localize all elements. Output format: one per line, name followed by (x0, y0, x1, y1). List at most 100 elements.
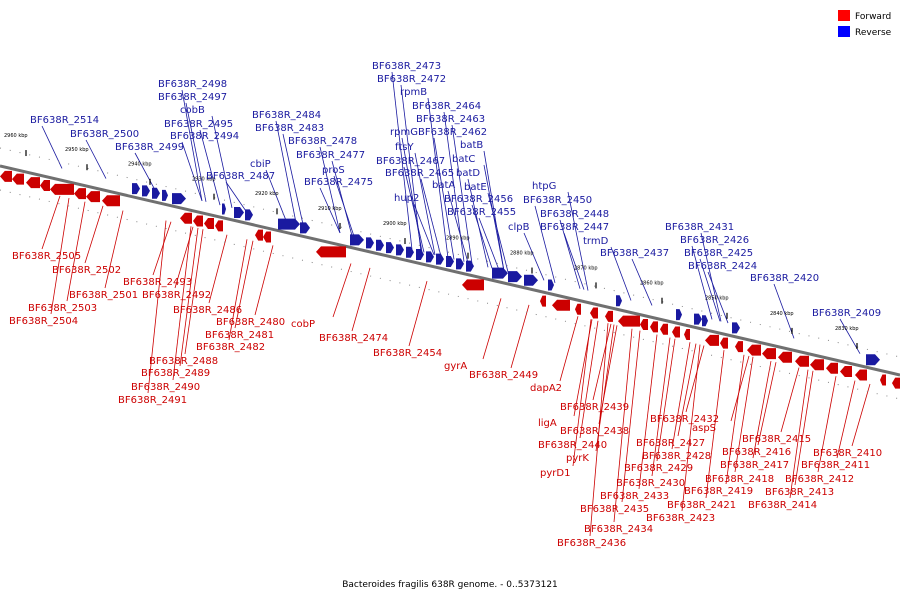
reverse-label-connector (420, 178, 442, 257)
forward-label-connector (351, 267, 371, 332)
forward-label-connector (638, 334, 658, 490)
forward-gene-label: BF638R_2415 (742, 434, 811, 445)
reverse-gene-label: BF638R_2498 (158, 79, 227, 90)
kbp-tick-label: 2890 kbp (446, 236, 470, 242)
reverse-gene-label: BF638R_2478 (288, 136, 357, 147)
reverse-gene-label: BF638R_2477 (296, 150, 365, 161)
forward-gene-label: BF638R_2492 (142, 290, 211, 301)
reverse-gene-label: BF638R_2499 (115, 142, 184, 153)
reverse-gene-label: BF638R_2456 (444, 194, 513, 205)
reverse-label-connector (414, 152, 436, 256)
reverse-gene-label: BF638R_2495 (164, 119, 233, 130)
reverse-gene-label: BF638R_2497 (158, 92, 227, 103)
forward-label-connector (757, 362, 777, 446)
reverse-gene-label: hup2 (394, 193, 419, 204)
forward-gene-label: BF638R_2413 (765, 487, 834, 498)
reverse-label-connector (85, 139, 107, 179)
forward-label-connector (50, 197, 70, 315)
reverse-gene-label: BF638R_2409 (812, 308, 881, 319)
forward-label-connector (482, 298, 502, 360)
reverse-gene-label: BF638R_2455 (447, 207, 516, 218)
reverse-gene-label: BF638R_2483 (255, 123, 324, 134)
legend-reverse-swatch (838, 26, 850, 37)
forward-gene-label: BF638R_2480 (216, 317, 285, 328)
forward-gene-label: BF638R_2438 (560, 426, 629, 437)
forward-gene-arrow (180, 212, 192, 224)
reverse-label-connector (433, 137, 455, 260)
forward-gene-label: BF638R_2419 (684, 486, 753, 497)
legend-forward-swatch (838, 10, 850, 21)
reverse-label-connector (559, 219, 581, 289)
reverse-label-connector (319, 146, 341, 234)
forward-gene-arrow (40, 179, 50, 191)
reverse-gene-arrow (446, 256, 454, 267)
reverse-label-connector (265, 169, 287, 221)
legend-forward-label: Forward (855, 12, 891, 22)
reverse-label-connector (403, 166, 425, 253)
reverse-gene-label: BF638R_2437 (600, 248, 669, 259)
forward-gene-arrow (575, 303, 581, 315)
kbp-tick-label: 2910 kbp (318, 206, 342, 212)
forward-label-connector (147, 220, 167, 394)
reverse-gene-label: htpG (532, 181, 556, 192)
kbp-tick-label: 2830 kbp (835, 326, 859, 332)
forward-gene-arrow (826, 362, 838, 374)
forward-gene-arrow (316, 246, 346, 258)
forward-gene-arrow (795, 355, 809, 367)
forward-gene-arrow (778, 351, 792, 363)
forward-gene-label: gyrA (444, 361, 467, 372)
genome-backbone (0, 164, 900, 377)
reverse-gene-label: batE (464, 182, 487, 193)
forward-gene-label: BF638R_2416 (722, 447, 791, 458)
forward-gene-label: BF638R_2430 (616, 478, 685, 489)
reverse-gene-arrow (866, 354, 880, 366)
forward-gene-arrow (672, 326, 680, 338)
reverse-label-connector (691, 245, 713, 320)
forward-gene-arrow (618, 315, 640, 327)
reverse-gene-arrow (416, 249, 424, 261)
reverse-gene-label: BF638R_2426 (680, 235, 749, 246)
reverse-gene-arrow (548, 279, 554, 291)
forward-label-connector (228, 239, 248, 341)
reverse-gene-label: BF638R_2475 (304, 177, 373, 188)
forward-label-connector (254, 245, 274, 316)
forward-gene-arrow (74, 188, 86, 200)
reverse-gene-label: BF638R_2472 (377, 74, 446, 85)
reverse-label-connector (134, 152, 156, 191)
kbp-tick-label: 2840 kbp (770, 311, 794, 317)
reverse-label-connector (773, 283, 795, 339)
forward-label-connector (656, 338, 676, 462)
reverse-gene-label: BF638R_2420 (750, 273, 819, 284)
forward-gene-arrow (102, 195, 120, 207)
reverse-gene-arrow (172, 193, 186, 205)
reverse-gene-arrow (732, 322, 740, 334)
genome-track: 2960 kbp 2950 kbp 2940 kbp 2930 kbp 2920 kbp… (0, 133, 900, 400)
forward-gene-arrow (735, 341, 743, 353)
legend-reverse-label: Reverse (855, 28, 892, 38)
forward-label-connector (332, 263, 352, 318)
reverse-gene-arrow (278, 218, 300, 230)
reverse-label-connector (319, 187, 341, 234)
gene-labels: BF638R_2514BF638R_2500BF638R_2499BF638R_… (9, 61, 882, 549)
forward-gene-label: BF638R_2434 (584, 524, 653, 535)
forward-label-connector (592, 323, 612, 401)
forward-label-connector (621, 330, 641, 503)
reverse-gene-arrow (508, 271, 522, 283)
forward-label-connector (152, 221, 172, 276)
reverse-label-connector (563, 232, 585, 290)
gene-arrows (0, 170, 900, 389)
forward-gene-arrow (26, 177, 40, 189)
reverse-gene-label: BF638R_2500 (70, 129, 139, 140)
forward-gene-arrow (193, 215, 203, 227)
forward-label-connector (851, 383, 871, 447)
forward-label-connector (184, 229, 204, 355)
reverse-gene-arrow (492, 267, 508, 279)
forward-gene-label: BF638R_2417 (720, 460, 789, 471)
forward-label-connector (817, 376, 837, 473)
reverse-gene-label: ftsY (395, 142, 414, 153)
reverse-label-connector (211, 115, 233, 208)
forward-gene-arrow (892, 377, 900, 389)
reverse-gene-arrow (152, 187, 160, 199)
forward-gene-arrow (705, 334, 719, 346)
forward-gene-label: BF638R_2414 (748, 500, 817, 511)
